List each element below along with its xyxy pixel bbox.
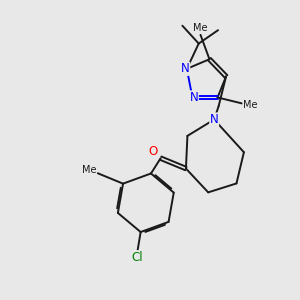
- Text: N: N: [181, 62, 190, 75]
- Text: N: N: [190, 91, 198, 104]
- Text: Cl: Cl: [132, 251, 143, 264]
- Text: Me: Me: [82, 165, 96, 175]
- Text: Me: Me: [243, 100, 257, 110]
- Text: Me: Me: [193, 23, 207, 33]
- Text: O: O: [148, 145, 158, 158]
- Text: N: N: [210, 113, 218, 126]
